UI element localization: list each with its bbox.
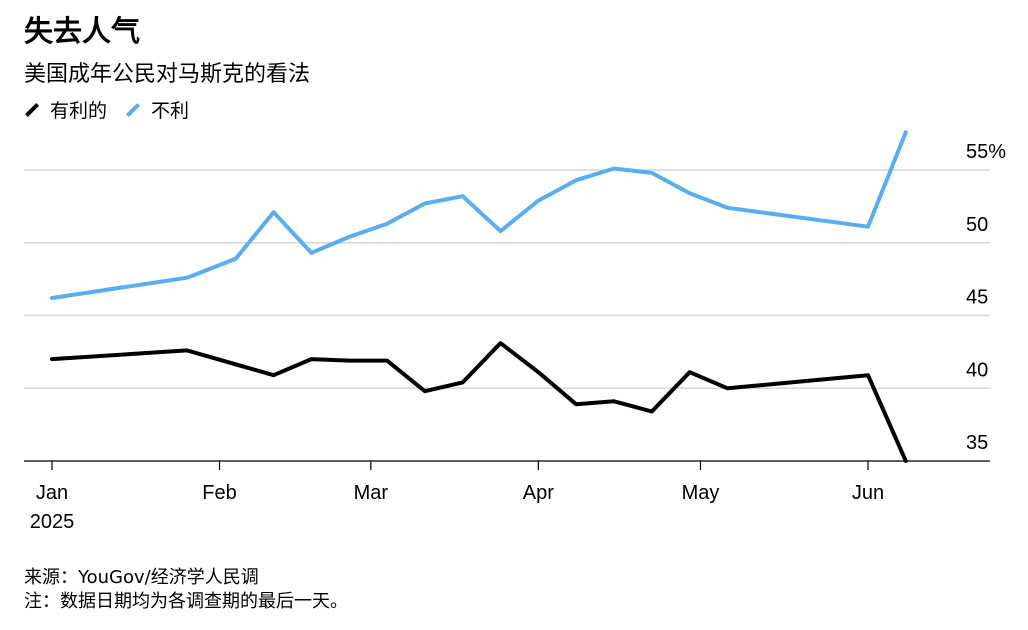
x-tick-year-label: 2025 <box>30 511 75 533</box>
x-tick-label: Jun <box>852 482 884 504</box>
y-tick-label: 50 <box>966 214 988 236</box>
series-line-favorable <box>50 341 908 463</box>
y-tick-label: 40 <box>966 359 988 381</box>
x-tick-label: Feb <box>202 482 236 504</box>
x-tick-label: Apr <box>523 482 554 504</box>
gridlines <box>24 169 990 462</box>
series-lines <box>50 130 908 463</box>
chart-subtitle: 美国成年公民对马斯克的看法 <box>24 62 311 87</box>
source-note: 来源：YouGov/经济学人民调 <box>24 567 259 588</box>
legend-item-unfavorable: 不利 <box>125 96 189 123</box>
chart-title: 失去人气 <box>24 14 141 48</box>
series-line-unfavorable <box>50 130 908 300</box>
legend-label-favorable: 有利的 <box>50 100 108 122</box>
y-tick-label: 45 <box>966 287 988 309</box>
x-tick-label: May <box>682 482 720 504</box>
axes: 55% 50 45 40 35 Jan Feb Mar Apr May Jun 2025 <box>30 141 1006 533</box>
legend-item-favorable: 有利的 <box>24 96 107 123</box>
chart-footer: 来源：YouGov/经济学人民调 注：数据日期均为各调查期的最后一天。 <box>24 566 348 614</box>
chart-legend: 有利的 不利 <box>24 96 207 123</box>
x-tick-label: Jan <box>36 482 68 504</box>
date-note: 注：数据日期均为各调查期的最后一天。 <box>24 591 348 612</box>
x-tick-label: Mar <box>354 482 389 504</box>
y-tick-label: 55% <box>966 141 1006 163</box>
legend-label-unfavorable: 不利 <box>151 100 190 122</box>
y-tick-label: 35 <box>966 432 988 454</box>
